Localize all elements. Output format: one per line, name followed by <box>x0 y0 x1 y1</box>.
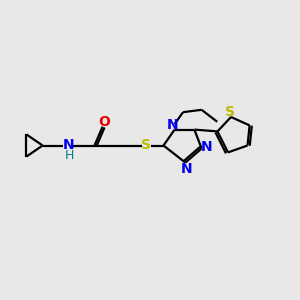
Text: N: N <box>181 162 193 176</box>
Text: N: N <box>201 140 212 154</box>
Text: O: O <box>98 116 110 129</box>
Text: N: N <box>63 138 74 152</box>
Text: S: S <box>141 138 152 152</box>
Text: H: H <box>64 148 74 162</box>
Text: N: N <box>167 118 178 132</box>
Text: S: S <box>225 105 236 119</box>
